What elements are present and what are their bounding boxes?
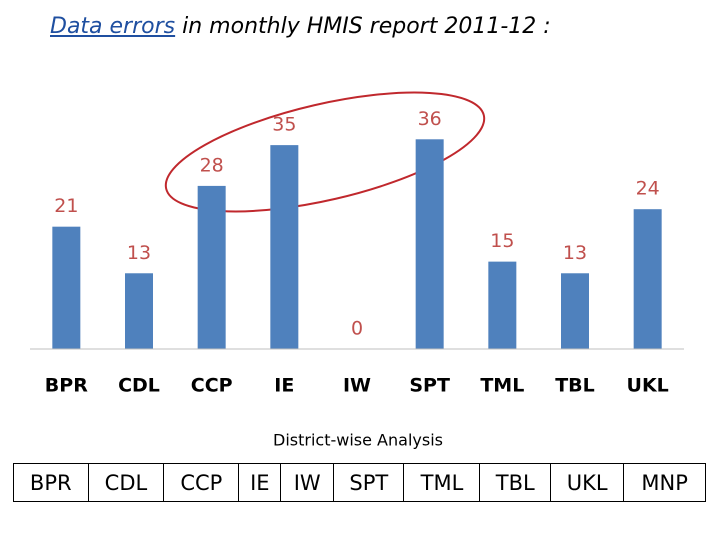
bar bbox=[52, 226, 81, 349]
bar bbox=[197, 185, 226, 349]
district-table: BPR CDL CCP IE IW SPT TML TBL UKL MNP bbox=[13, 463, 706, 502]
table-row: BPR CDL CCP IE IW SPT TML TBL UKL MNP bbox=[13, 463, 706, 502]
table-cell: CCP bbox=[163, 463, 240, 502]
table-cell: SPT bbox=[333, 463, 405, 502]
x-tick-label: IE bbox=[274, 375, 294, 397]
x-tick-label: UKL bbox=[627, 375, 669, 397]
x-tick-label: TML bbox=[480, 375, 524, 397]
title-link[interactable]: Data errors bbox=[50, 14, 176, 39]
data-label: 15 bbox=[490, 230, 514, 252]
x-tick-label: BPR bbox=[45, 375, 88, 397]
table-cell: IE bbox=[238, 463, 282, 502]
data-label: 13 bbox=[563, 242, 587, 264]
data-label: 35 bbox=[272, 114, 296, 136]
x-tick-label: CCP bbox=[191, 375, 233, 397]
bar bbox=[488, 261, 517, 349]
table-cell: TML bbox=[403, 463, 481, 502]
x-tick-label: IW bbox=[343, 375, 371, 397]
data-label: 28 bbox=[200, 154, 224, 176]
bar bbox=[633, 209, 662, 349]
data-label: 0 bbox=[351, 318, 363, 340]
highlight-ellipse bbox=[164, 91, 486, 213]
x-axis-label: District-wise Analysis bbox=[273, 431, 443, 450]
title: Data errors in monthly HMIS report 2011-… bbox=[50, 14, 551, 39]
x-tick-label: CDL bbox=[118, 375, 160, 397]
bar bbox=[415, 139, 444, 349]
table-cell: MNP bbox=[623, 463, 706, 502]
chart: District-wise Analysis 21 BPR 13 CDL 28 CCP 35… bbox=[30, 91, 684, 450]
x-tick-label: SPT bbox=[409, 375, 450, 397]
x-tick-label: TBL bbox=[555, 375, 595, 397]
table-cell: TBL bbox=[479, 463, 551, 502]
table-cell: CDL bbox=[87, 463, 165, 502]
bar bbox=[561, 273, 589, 349]
data-label: 24 bbox=[636, 178, 660, 200]
data-label: 36 bbox=[418, 108, 442, 130]
data-label: 21 bbox=[54, 195, 78, 217]
table-cell: BPR bbox=[13, 463, 89, 502]
data-label: 13 bbox=[127, 242, 151, 264]
title-text: in monthly HMIS report 2011-12 : bbox=[182, 14, 551, 39]
table-cell: IW bbox=[280, 463, 335, 502]
table-cell: UKL bbox=[549, 463, 625, 502]
bar bbox=[125, 273, 153, 349]
bar bbox=[270, 145, 299, 349]
